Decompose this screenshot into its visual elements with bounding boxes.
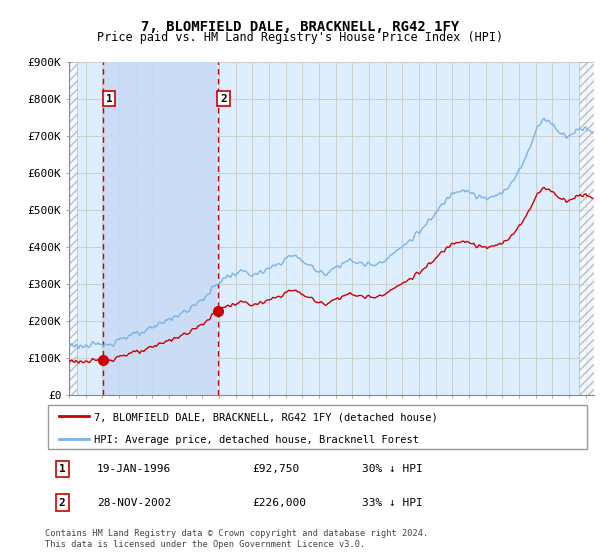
Bar [69,62,77,395]
Text: 28-NOV-2002: 28-NOV-2002 [97,498,171,507]
Text: 2: 2 [59,498,65,507]
Text: 1: 1 [59,464,65,474]
Text: 30% ↓ HPI: 30% ↓ HPI [362,464,422,474]
Bar [579,62,594,395]
Text: 19-JAN-1996: 19-JAN-1996 [97,464,171,474]
Text: 7, BLOMFIELD DALE, BRACKNELL, RG42 1FY (detached house): 7, BLOMFIELD DALE, BRACKNELL, RG42 1FY (… [94,413,438,422]
Bar [103,62,217,395]
Text: £92,750: £92,750 [253,464,300,474]
Text: 1: 1 [106,94,112,104]
Text: Contains HM Land Registry data © Crown copyright and database right 2024.
This d: Contains HM Land Registry data © Crown c… [45,529,428,549]
Text: Price paid vs. HM Land Registry's House Price Index (HPI): Price paid vs. HM Land Registry's House … [97,31,503,44]
Text: £226,000: £226,000 [253,498,307,507]
Text: 7, BLOMFIELD DALE, BRACKNELL, RG42 1FY: 7, BLOMFIELD DALE, BRACKNELL, RG42 1FY [141,20,459,34]
Text: HPI: Average price, detached house, Bracknell Forest: HPI: Average price, detached house, Brac… [94,435,419,445]
Text: 33% ↓ HPI: 33% ↓ HPI [362,498,422,507]
Text: 2: 2 [220,94,227,104]
FancyBboxPatch shape [48,405,587,449]
